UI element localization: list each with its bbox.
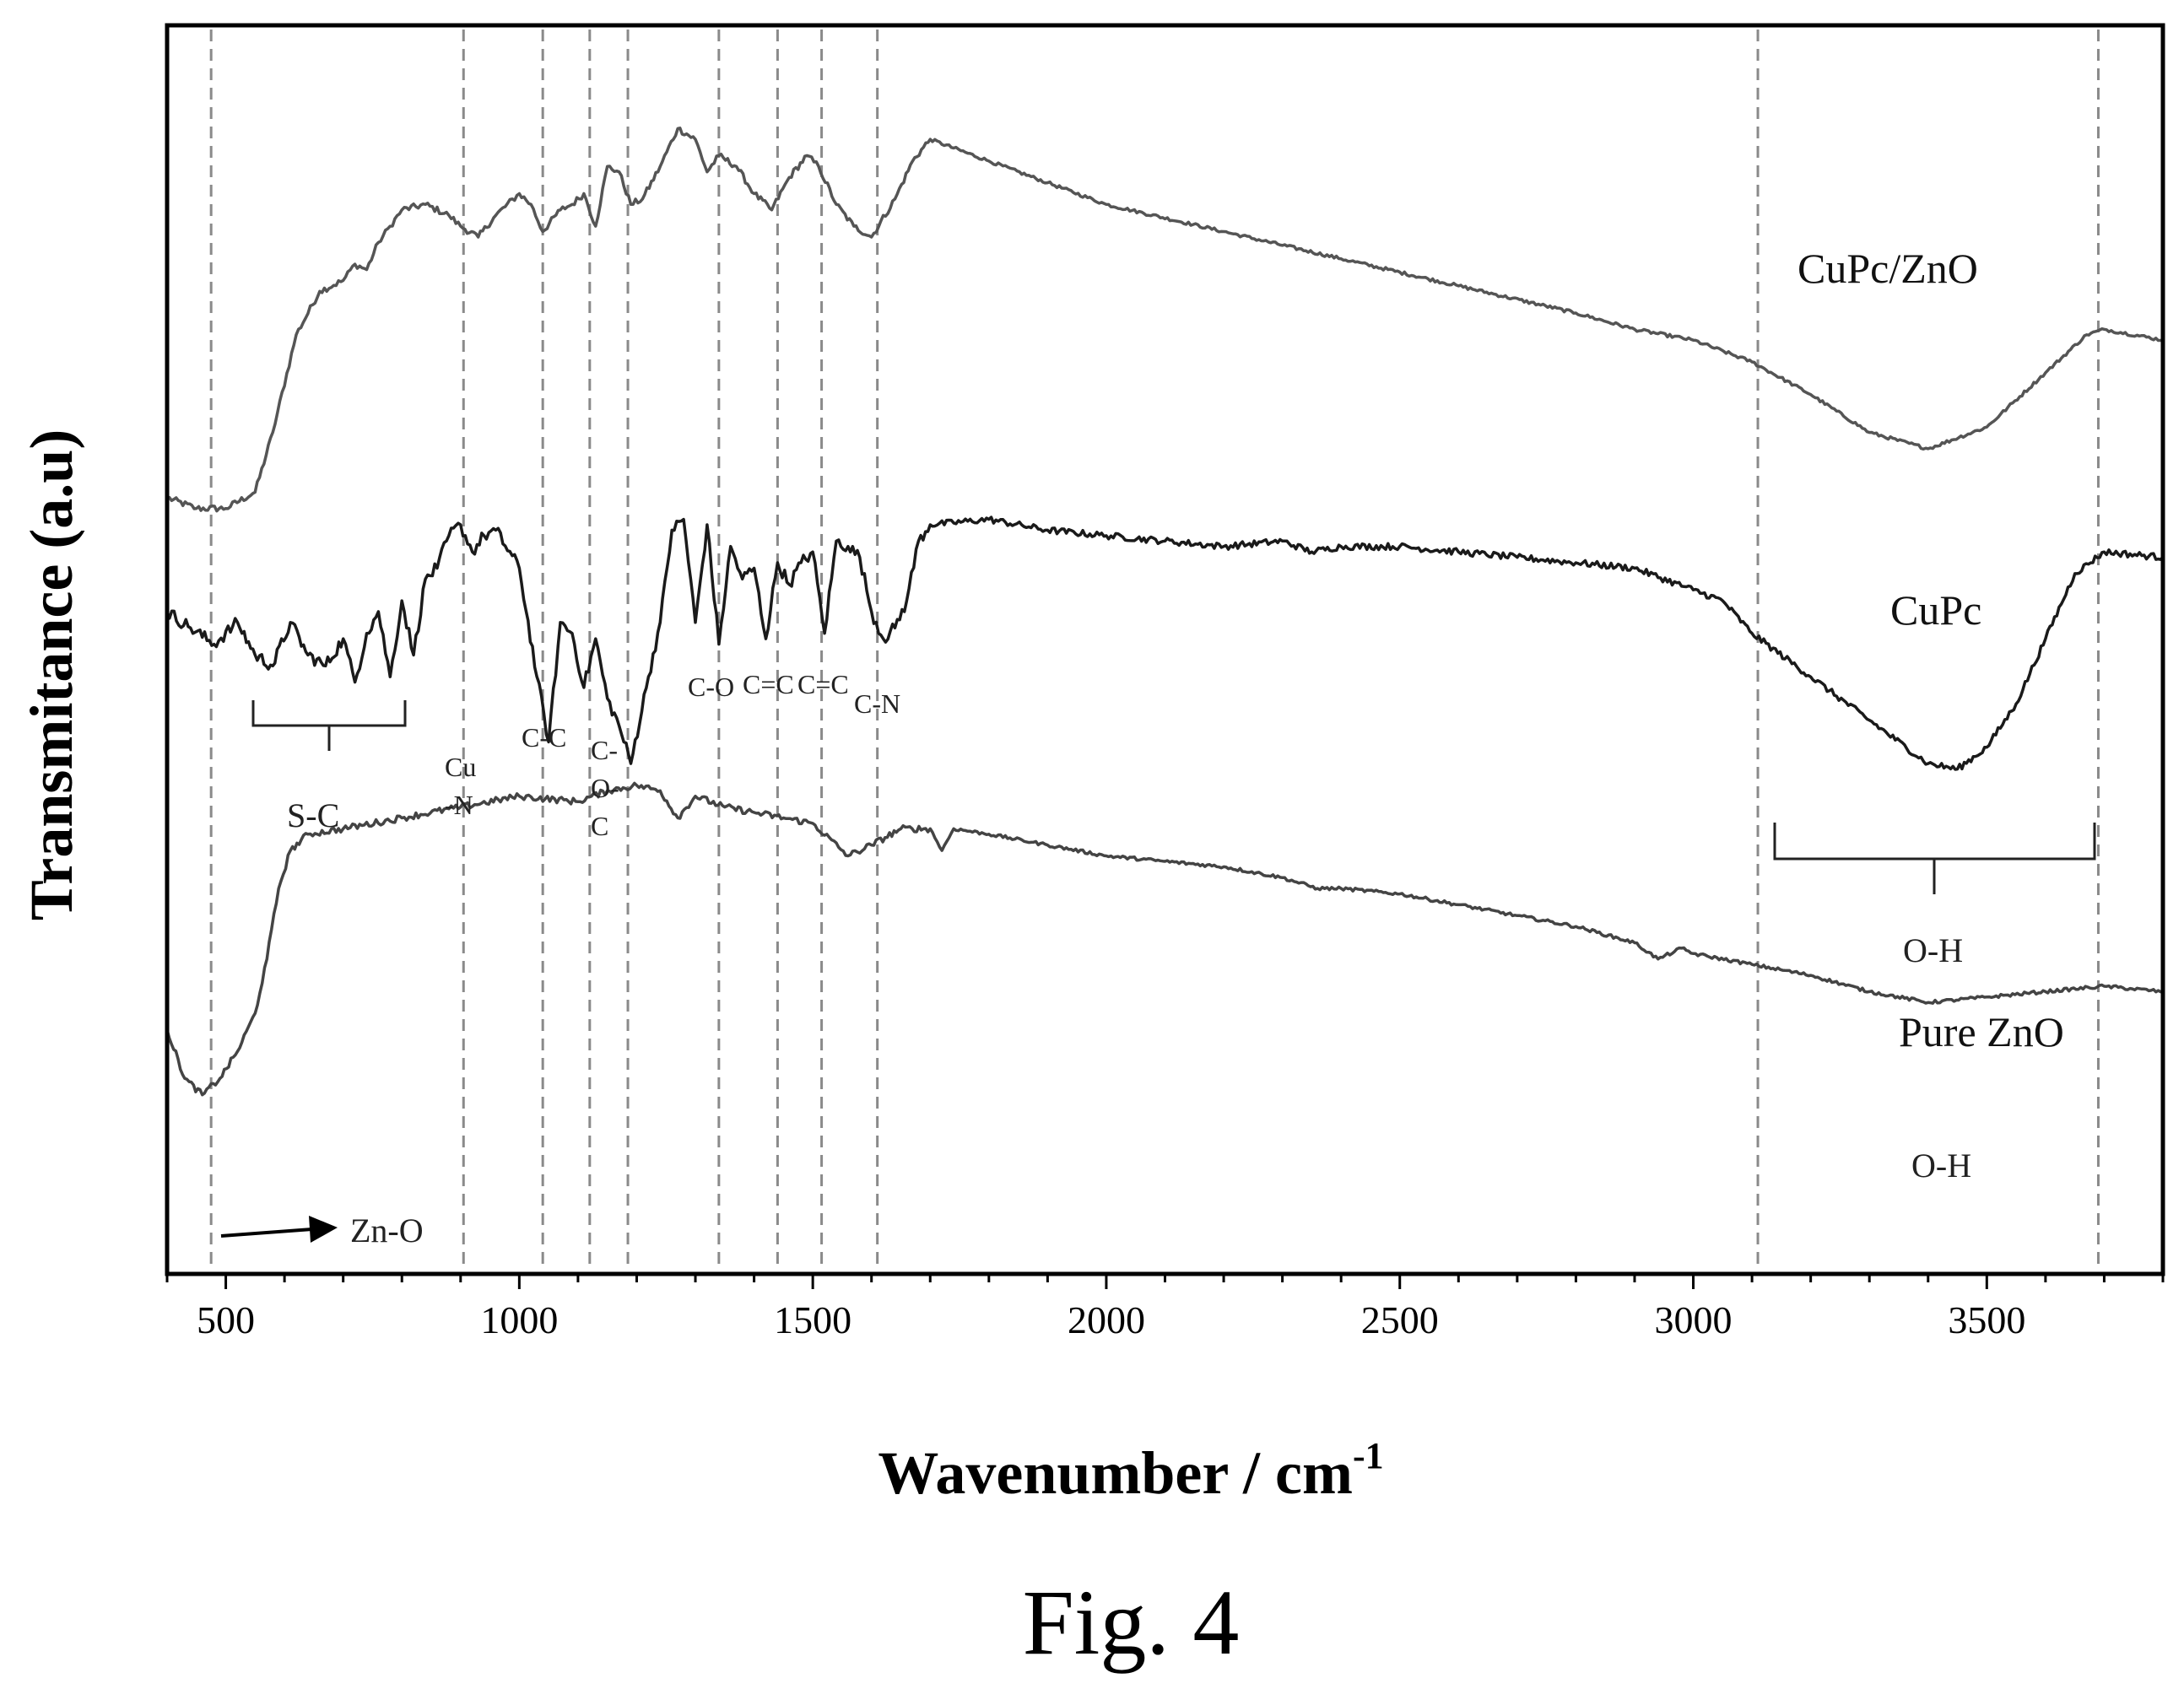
annotation-o-h-2: O-H	[1911, 1147, 1971, 1184]
figure-caption: Fig. 4	[1023, 1571, 1240, 1674]
annotation-c-o-c-line2: O-	[591, 773, 619, 803]
x-tick-label-1500: 1500	[774, 1298, 851, 1341]
y-axis-title: Transmitance (a.u)	[18, 429, 85, 921]
series-label-cupc-zno: CuPc/ZnO	[1797, 245, 1978, 292]
annotation-c-eq-c-1: C=C	[743, 669, 794, 699]
x-tick-label-500: 500	[197, 1298, 255, 1341]
o-h-bracket	[1773, 823, 2096, 894]
annotation-zn-o: Zn-O	[350, 1211, 424, 1249]
x-axis-title: Wavenumber / cm-1	[878, 1435, 1383, 1507]
annotation-c-o-c-line1: C-	[591, 735, 618, 765]
x-tick-label-1000: 1000	[480, 1298, 558, 1341]
s-c-bracket	[251, 700, 407, 751]
series-label-pure-zno: Pure ZnO	[1899, 1008, 2064, 1055]
annotation-c-n: C-N	[854, 688, 900, 719]
annotation-o-h-1: O-H	[1903, 931, 1963, 969]
x-tick-label-2000: 2000	[1068, 1298, 1145, 1341]
series-layer	[165, 127, 2165, 1097]
x-axis-ticks: 500 1000 1500 2000 2500 3000 3500	[165, 1274, 2165, 1341]
zn-o-arrowhead	[309, 1216, 338, 1243]
reference-lines	[209, 30, 2100, 1270]
x-tick-label-3000: 3000	[1655, 1298, 1733, 1341]
annotation-cu-n-line2: -N	[445, 790, 473, 820]
plot-frame	[165, 23, 2165, 1276]
x-tick-label-3500: 3500	[1948, 1298, 2025, 1341]
annotation-s-c: S-C	[287, 796, 339, 834]
x-axis-title-text: Wavenumber / cm	[878, 1439, 1353, 1507]
series-label-cupc: CuPc	[1890, 586, 1981, 634]
annotation-c-c: C-C	[522, 722, 566, 753]
annotation-c-o-c-line3: C	[591, 811, 608, 841]
annotation-cu-n-line1: Cu	[445, 752, 476, 782]
zn-o-arrow	[220, 1228, 313, 1238]
annotation-c-o: C-O	[688, 672, 734, 702]
series-line-pure-zno	[165, 781, 2164, 1097]
x-tick-label-2500: 2500	[1361, 1298, 1439, 1341]
series-line-cupc-zno	[166, 127, 2164, 513]
annotation-c-eq-c-2: C=C	[797, 669, 849, 699]
series-line-cupc	[165, 515, 2165, 771]
x-axis-title-superscript: -1	[1353, 1435, 1384, 1476]
